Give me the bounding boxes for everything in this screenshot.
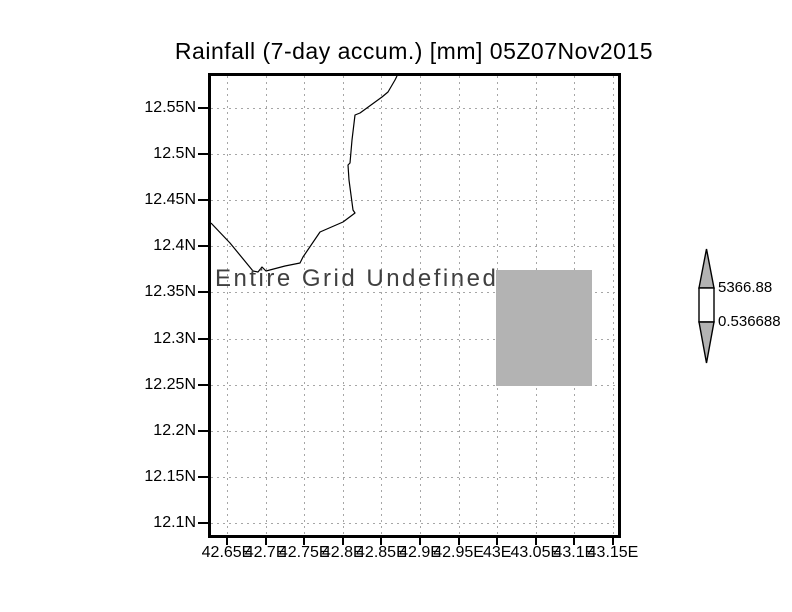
lon-tick-label: 43.1E xyxy=(553,544,596,561)
lon-gridline xyxy=(265,76,267,535)
lon-tick xyxy=(573,538,576,545)
lat-tick xyxy=(198,245,208,248)
colorbar xyxy=(698,248,715,364)
lat-tick xyxy=(198,291,208,294)
lon-tick-label: 42.7E xyxy=(244,544,287,561)
colorbar-max-label: 5366.88 xyxy=(718,279,773,296)
lon-tick-label: 42.8E xyxy=(321,544,364,561)
lat-tick xyxy=(198,337,208,340)
lat-gridline xyxy=(211,108,618,109)
lat-tick-label: 12.4N xyxy=(153,237,196,255)
colorbar-lower-arrow xyxy=(698,321,715,364)
lon-tick xyxy=(303,538,306,545)
colorbar-upper-arrow xyxy=(698,248,715,289)
lat-tick-label: 12.55N xyxy=(144,99,196,116)
lat-tick xyxy=(198,429,208,432)
lat-tick-label: 12.15N xyxy=(144,467,196,485)
lat-tick-label: 12.35N xyxy=(144,283,196,301)
lon-tick-label: 42.9E xyxy=(399,544,441,561)
lat-tick xyxy=(198,199,208,202)
lon-tick-label: 42.95E xyxy=(433,544,484,561)
lat-gridline xyxy=(211,522,618,524)
lat-gridline xyxy=(211,246,618,248)
lon-gridline xyxy=(342,76,344,535)
colorbar-range-box xyxy=(698,287,715,323)
lon-gridline xyxy=(381,76,383,535)
lat-tick-label: 12.45N xyxy=(144,191,196,209)
lat-gridline xyxy=(211,384,618,386)
lon-tick xyxy=(496,538,499,545)
lat-tick xyxy=(198,153,208,156)
lat-tick xyxy=(198,521,208,524)
lat-gridline xyxy=(211,154,618,156)
lat-tick-label: 12.3N xyxy=(153,329,196,347)
lon-tick xyxy=(419,538,421,545)
lat-tick-label: 12.25N xyxy=(144,375,196,393)
lon-tick-label: 42.85E xyxy=(356,544,407,561)
lon-gridline xyxy=(304,76,306,535)
lon-tick xyxy=(457,538,460,545)
lon-tick-label: 43.15E xyxy=(587,544,639,561)
coastline-path xyxy=(211,76,398,273)
lon-gridline xyxy=(420,76,421,535)
lon-tick xyxy=(264,538,267,545)
map-plot-area: Entire Grid Undefined xyxy=(208,73,621,538)
lon-gridline xyxy=(613,76,614,535)
lon-tick-label: 42.75E xyxy=(278,544,330,561)
undefined-shade-region xyxy=(496,270,592,386)
lat-tick xyxy=(198,383,208,386)
lat-gridline xyxy=(211,476,618,478)
lon-tick xyxy=(380,538,383,545)
lon-tick xyxy=(612,538,614,545)
lat-tick-label: 12.1N xyxy=(153,513,196,531)
lon-tick xyxy=(534,538,537,545)
coastline xyxy=(211,76,398,273)
colorbar-min-label: 0.536688 xyxy=(718,313,781,330)
lon-tick xyxy=(226,538,228,545)
lon-tick-label: 42.65E xyxy=(201,544,253,561)
plot-title: Rainfall (7-day accum.) [mm] 05Z07Nov201… xyxy=(174,38,654,64)
lat-tick xyxy=(198,107,208,109)
lat-tick-label: 12.2N xyxy=(153,421,196,439)
lon-gridline xyxy=(458,76,460,535)
lon-tick xyxy=(341,538,344,545)
lat-gridline xyxy=(211,200,618,202)
lat-gridline xyxy=(211,338,618,340)
lat-tick-label: 12.5N xyxy=(153,145,196,163)
lon-tick-label: 43.05E xyxy=(510,544,562,561)
lat-gridline xyxy=(211,292,618,294)
lat-tick xyxy=(198,475,208,478)
lat-gridline xyxy=(211,430,618,432)
lon-gridline xyxy=(227,76,228,535)
lon-tick-label: 43E xyxy=(482,544,512,561)
entire-grid-undefined-label: Entire Grid Undefined xyxy=(215,265,499,292)
